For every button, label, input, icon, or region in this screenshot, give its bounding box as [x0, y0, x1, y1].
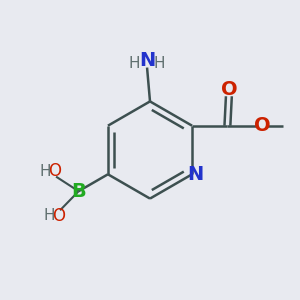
- Text: B: B: [71, 182, 86, 201]
- Text: O: O: [52, 207, 65, 225]
- Text: O: O: [220, 80, 237, 99]
- Text: H: H: [43, 208, 55, 223]
- Text: N: N: [187, 165, 203, 184]
- Text: H: H: [153, 56, 165, 70]
- Text: O: O: [254, 116, 271, 135]
- Text: O: O: [48, 162, 61, 180]
- Text: H: H: [128, 56, 140, 70]
- Text: N: N: [139, 51, 155, 70]
- Text: H: H: [39, 164, 51, 179]
